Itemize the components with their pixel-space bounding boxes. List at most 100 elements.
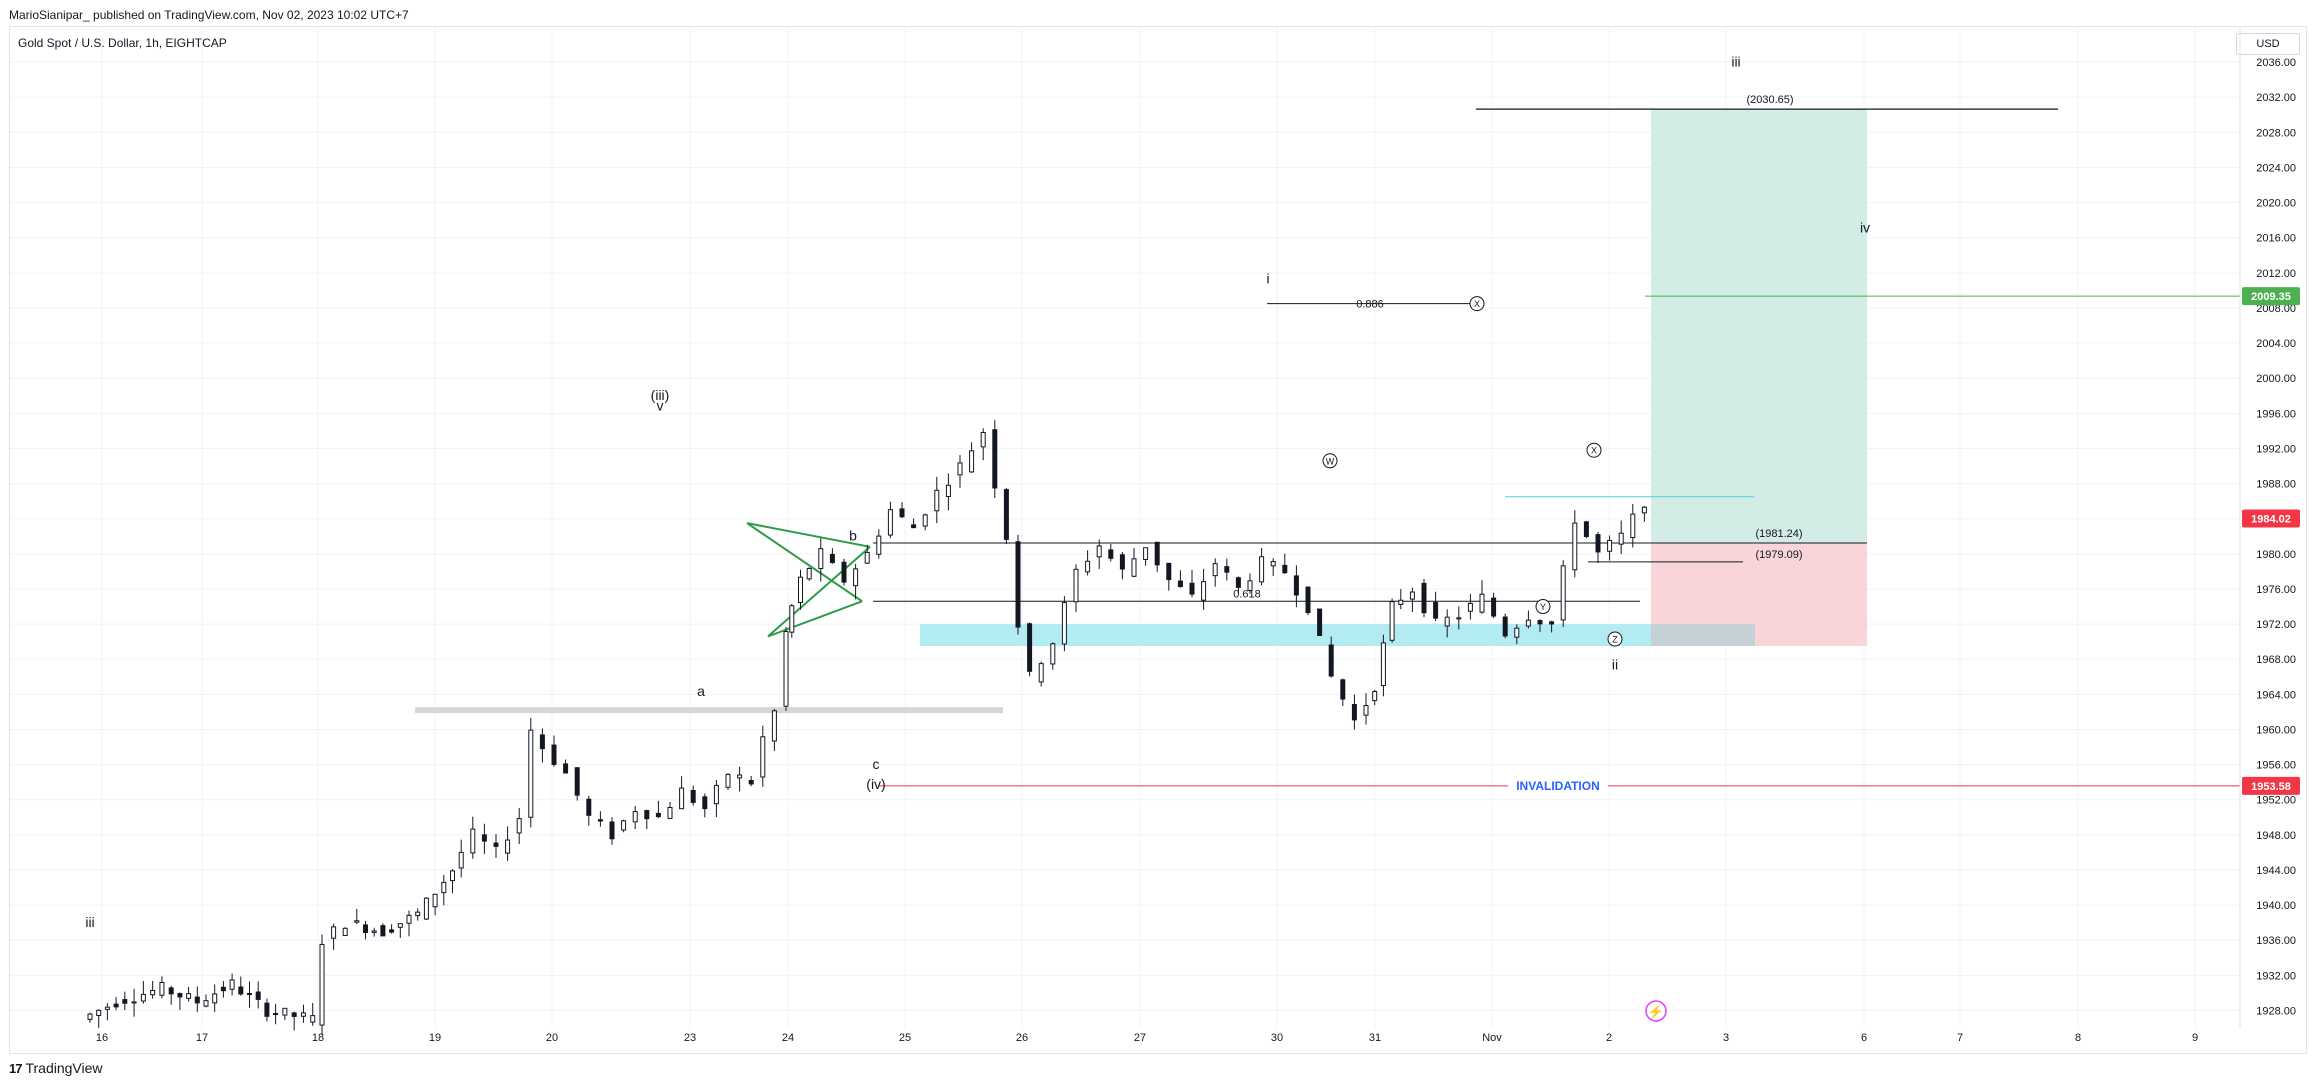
published-by-line: MarioSianipar_ published on TradingView.…: [9, 8, 409, 22]
wave-label: Z: [1612, 635, 1618, 645]
candle-body: [255, 991, 261, 1000]
candle-body: [945, 484, 951, 497]
x-tick-label: 18: [312, 1032, 324, 1044]
candle-body: [690, 789, 696, 803]
triangle-left: [746, 522, 863, 603]
y-tick-label: 1976.00: [2256, 584, 2296, 596]
candle-body: [1143, 547, 1149, 560]
wave-circle: [1586, 442, 1602, 458]
candle-body: [104, 1006, 110, 1010]
x-tick-label: 19: [429, 1032, 441, 1044]
y-tick-label: 2004.00: [2256, 338, 2296, 350]
candle-body: [574, 767, 580, 796]
candle-body: [432, 893, 438, 908]
candle-body: [1340, 679, 1346, 700]
y-tick-label: 1980.00: [2256, 549, 2296, 561]
entry-label: (1981.24): [1755, 528, 1802, 540]
candle-body: [493, 842, 499, 847]
candle-body: [319, 943, 325, 1026]
candle-body: [1641, 506, 1647, 514]
candle-body: [1467, 602, 1473, 612]
wave-label: X: [1474, 299, 1480, 309]
candle-body: [380, 925, 386, 937]
candle-body: [1502, 616, 1508, 637]
x-tick-label: 6: [1861, 1032, 1867, 1044]
candle-body: [922, 514, 928, 527]
support-zone: [920, 624, 1755, 647]
target-zone: [1651, 109, 1867, 543]
candle-body: [470, 828, 476, 854]
candle-body: [203, 1000, 209, 1007]
y-tick-label: 2008.00: [2256, 303, 2296, 315]
candle-body: [1409, 591, 1415, 600]
x-tick-label: 16: [96, 1032, 108, 1044]
y-tick-label: 2036.00: [2256, 57, 2296, 69]
candle-body: [220, 986, 226, 992]
current-price-tag-bg: [2242, 509, 2300, 528]
candle-body: [748, 780, 754, 785]
y-tick-label: 2024.00: [2256, 162, 2296, 174]
candle-body: [212, 993, 218, 1004]
candle-body: [853, 568, 859, 587]
triangle-right: [767, 546, 871, 638]
wave-circle: [1322, 453, 1338, 469]
candle-body: [229, 979, 235, 990]
overlap-zone: [1651, 624, 1755, 647]
x-tick-label: 23: [684, 1032, 696, 1044]
position-zones: [920, 109, 1867, 647]
wave-circle: [1535, 599, 1551, 615]
x-tick-label: Nov: [1482, 1032, 1502, 1044]
candle-body: [113, 1003, 119, 1008]
candle-body: [505, 839, 511, 854]
candle-body: [415, 911, 421, 917]
candle-body: [586, 798, 592, 816]
wave-label: c: [873, 756, 880, 772]
candle-body: [291, 1012, 297, 1017]
candle-body: [140, 993, 146, 1002]
tradingview-brand: TradingView: [25, 1060, 103, 1076]
candle-body: [1607, 539, 1613, 552]
candle-body: [771, 710, 777, 742]
candle-body: [1177, 580, 1183, 587]
candle-body: [458, 851, 464, 869]
candle-body: [1456, 617, 1462, 620]
candle-body: [441, 881, 447, 894]
candle-body: [354, 920, 360, 923]
candle-body: [238, 986, 244, 995]
grid: [10, 27, 2240, 1028]
candle-body: [1372, 691, 1378, 702]
tradingview-logo[interactable]: 17 TradingView: [9, 1060, 103, 1076]
candle-body: [1351, 704, 1357, 721]
y-tick-label: 1952.00: [2256, 795, 2296, 807]
x-tick-label: 9: [2192, 1032, 2198, 1044]
y-tick-label: 1932.00: [2256, 970, 2296, 982]
candle-body: [1085, 560, 1091, 573]
y-tick-label: 1936.00: [2256, 935, 2296, 947]
candle-body: [1027, 623, 1033, 672]
candle-body: [980, 432, 986, 448]
candle-body: [1166, 562, 1172, 581]
y-tick-label: 2032.00: [2256, 92, 2296, 104]
candle-body: [177, 993, 183, 998]
x-tick-label: 7: [1957, 1032, 1963, 1044]
candle-body: [397, 923, 403, 928]
wave-label: (iv): [866, 776, 885, 792]
candle-body: [247, 993, 252, 996]
y-tick-label: 2000.00: [2256, 373, 2296, 385]
wave-circle: [1469, 296, 1485, 312]
y-tick-label: 1944.00: [2256, 865, 2296, 877]
candle-body: [1328, 644, 1334, 677]
candle-body: [1293, 575, 1299, 596]
currency-button[interactable]: USD: [2236, 33, 2300, 55]
candle-body: [371, 930, 377, 933]
candle-body: [300, 1012, 306, 1017]
candle-body: [1061, 602, 1067, 645]
y-tick-label: 1948.00: [2256, 830, 2296, 842]
y-tick-label: 1964.00: [2256, 689, 2296, 701]
candle-body: [96, 1009, 102, 1017]
invalidation-bg: [1508, 777, 1608, 794]
x-tick-label: 27: [1134, 1032, 1146, 1044]
candle-body: [1444, 616, 1450, 627]
candle-body: [1421, 582, 1427, 614]
